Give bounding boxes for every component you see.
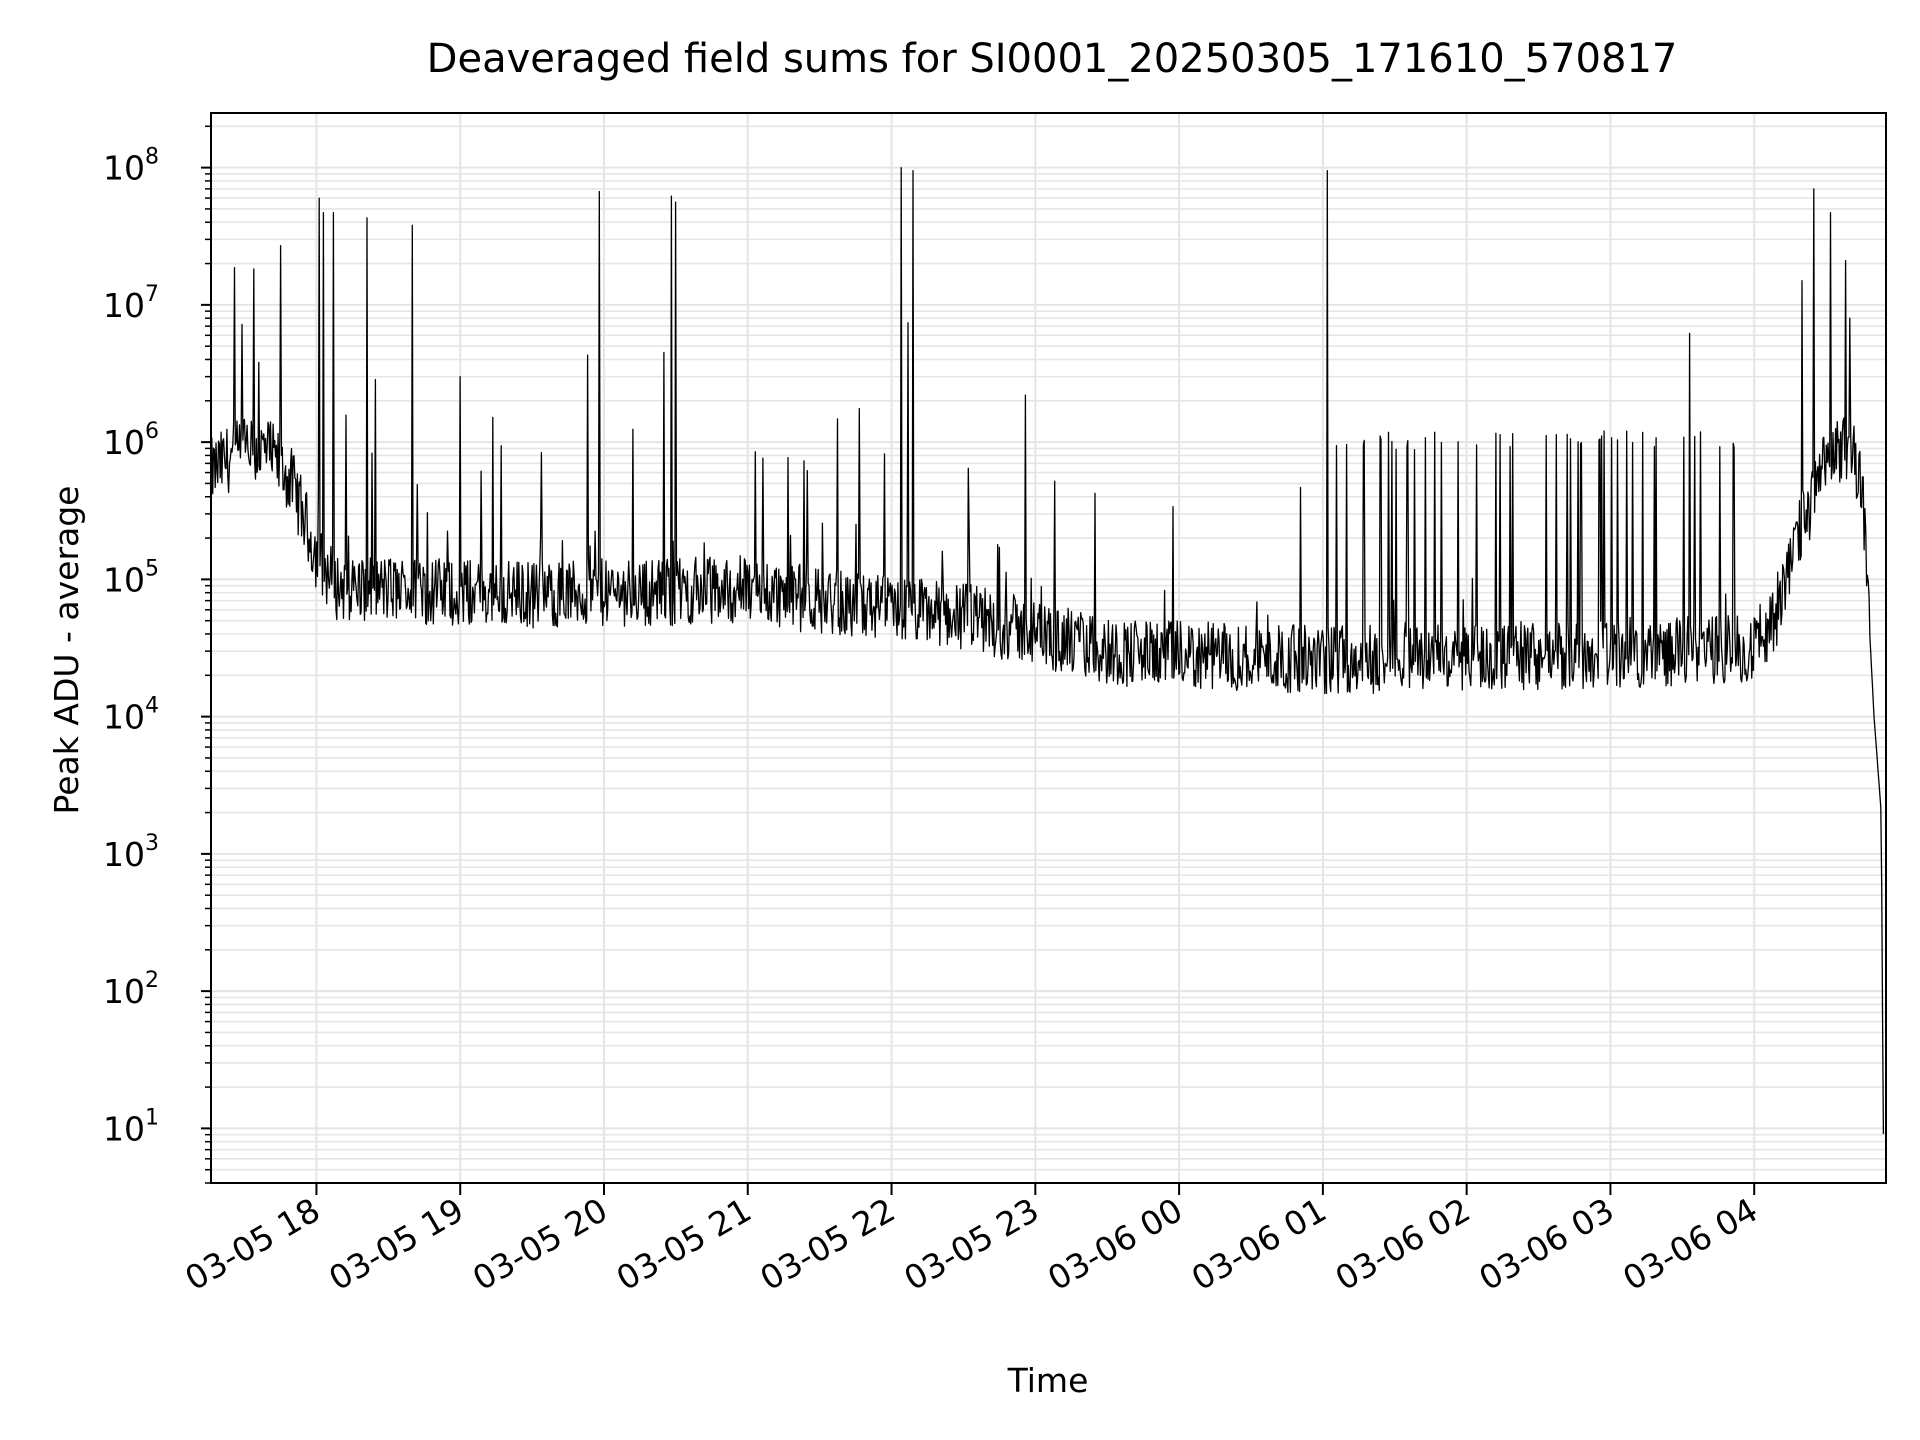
y-tick-base: 10 <box>103 560 145 599</box>
plot-frame <box>210 112 1887 1184</box>
grid <box>211 113 1886 1184</box>
y-tick-exponent: 3 <box>145 831 159 856</box>
y-tick-base: 10 <box>103 698 145 737</box>
series-line <box>210 166 1885 1135</box>
y-tick-label: 101 <box>103 1105 159 1148</box>
y-tick-label: 108 <box>103 145 159 188</box>
y-tick-label: 106 <box>103 419 159 462</box>
x-axis-label: Time <box>1007 1361 1089 1400</box>
y-tick-exponent: 4 <box>145 694 159 719</box>
y-tick-base: 10 <box>103 1109 145 1148</box>
y-tick-base: 10 <box>103 835 145 874</box>
y-tick-exponent: 7 <box>145 282 159 307</box>
y-tick-base: 10 <box>103 149 145 188</box>
y-tick-label: 103 <box>103 831 159 874</box>
y-tick-exponent: 5 <box>145 556 159 581</box>
chart-title: Deaveraged field sums for SI0001_2025030… <box>427 36 1678 82</box>
y-tick-base: 10 <box>103 423 145 462</box>
y-tick-exponent: 2 <box>145 968 159 993</box>
y-axis-label: Peak ADU - average <box>47 486 86 815</box>
y-tick-exponent: 8 <box>145 145 159 170</box>
series-layer <box>210 166 1885 1135</box>
y-tick-base: 10 <box>103 972 145 1011</box>
y-tick-label: 102 <box>103 968 159 1011</box>
y-tick-base: 10 <box>103 286 145 325</box>
y-tick-label: 105 <box>103 556 159 599</box>
plot-area <box>210 112 1887 1184</box>
y-tick-exponent: 1 <box>145 1105 159 1130</box>
y-tick-label: 104 <box>103 694 159 737</box>
y-tick-label: 107 <box>103 282 159 325</box>
y-tick-exponent: 6 <box>145 419 159 444</box>
